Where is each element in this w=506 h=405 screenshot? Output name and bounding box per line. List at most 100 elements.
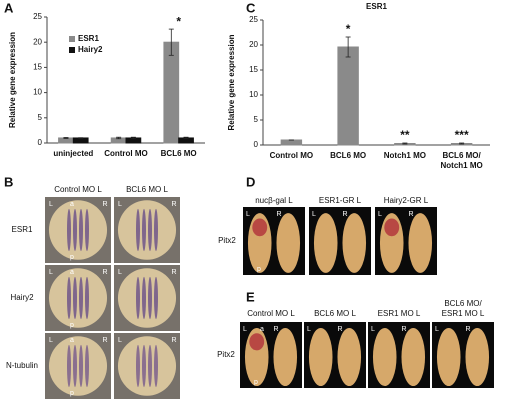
panel-letter: B [4,174,13,189]
orientation-label: R [276,211,281,218]
row-label: N-tubulin [6,361,38,370]
orientation-label: R [171,337,176,344]
orientation-label: L [246,211,250,218]
stain [79,208,83,252]
orientation-label: L [118,201,122,208]
column-label: nucβ-gal L [255,196,293,205]
embryo [436,327,461,387]
orientation-label: L [118,337,122,344]
stain [85,208,89,252]
row-label: Pitx2 [218,236,236,245]
legend-label: Hairy2 [78,45,103,54]
x-tick-label: Control MO [104,149,148,158]
orientation-label: R [408,211,413,218]
bar [280,139,303,146]
x-tick-label: uninjected [53,149,93,158]
stain [154,208,158,252]
stain [79,276,83,320]
stain [79,344,83,388]
x-tick-label: Notch1 MO [441,161,483,170]
stain [67,276,71,320]
error-bar [168,28,174,56]
column-label: BCL6 MO L [314,309,356,318]
chart-title: ESR1 [366,2,387,11]
orientation-label: L [312,211,316,218]
x-tick-label: BCL6 MO [161,149,197,158]
column-label: Control MO L [54,185,102,194]
orientation-label: R [273,326,278,333]
embryo [337,327,362,387]
y-axis-label: Relative gene expression [8,32,17,128]
stain [67,344,71,388]
stain [148,276,152,320]
embryo [273,327,298,387]
bar [72,137,89,144]
orientation-label: L [118,269,122,276]
y-tick-label: 15 [33,63,42,72]
column-label: ESR1-GR L [319,196,362,205]
y-tick-label: 5 [254,115,259,124]
column-label: ESR1 MO L [442,309,485,318]
column-label: BCL6 MO/ [444,299,482,308]
stain [136,208,140,252]
orientation-label: L [243,326,247,333]
orientation-label: p [254,379,258,386]
y-tick-label: 10 [33,88,42,97]
orientation-label: R [171,269,176,276]
embryo [117,336,177,396]
y-tick-label: 5 [38,113,43,122]
stain [85,344,89,388]
stain [73,276,77,320]
stain [142,276,146,320]
x-tick-label: Control MO [270,151,314,160]
embryo [342,213,367,273]
stain [249,333,265,351]
y-tick-label: 0 [254,140,259,149]
embryo [408,213,433,273]
x-tick-label: BCL6 MO/ [443,151,482,160]
y-tick-label: 0 [38,138,43,147]
panel-letter: E [246,289,255,304]
embryo [308,327,333,387]
embryo [48,336,108,396]
column-label: ESR1 MO L [378,309,421,318]
embryo [401,327,426,387]
stain [384,218,400,237]
panel-letter: A [4,0,14,15]
orientation-label: R [342,211,347,218]
orientation-label: a [70,337,74,344]
stain [136,344,140,388]
orientation-label: R [102,269,107,276]
stain [142,344,146,388]
orientation-label: R [401,326,406,333]
orientation-label: p [70,254,74,261]
orientation-label: R [102,337,107,344]
stain [85,276,89,320]
y-tick-label: 10 [249,90,258,99]
orientation-label: R [171,201,176,208]
embryo [372,327,397,387]
annotation: *** [455,128,469,142]
embryo [117,200,177,260]
x-tick-label: Notch1 MO [384,151,426,160]
stain [73,208,77,252]
legend-swatch [69,36,75,42]
embryo [465,327,490,387]
orientation-label: L [378,211,382,218]
annotation: ** [400,128,410,142]
stain [252,218,268,237]
orientation-label: a [260,326,264,333]
orientation-label: a [70,201,74,208]
orientation-label: R [465,326,470,333]
embryo [48,268,108,328]
orientation-label: p [257,266,261,273]
y-axis-label: Relative gene expression [227,34,236,130]
error-bar [183,136,189,140]
orientation-label: L [371,326,375,333]
y-tick-label: 20 [249,40,258,49]
stain [154,276,158,320]
panel-letter: D [246,174,255,189]
panel-letter: C [246,0,256,15]
stain [148,208,152,252]
